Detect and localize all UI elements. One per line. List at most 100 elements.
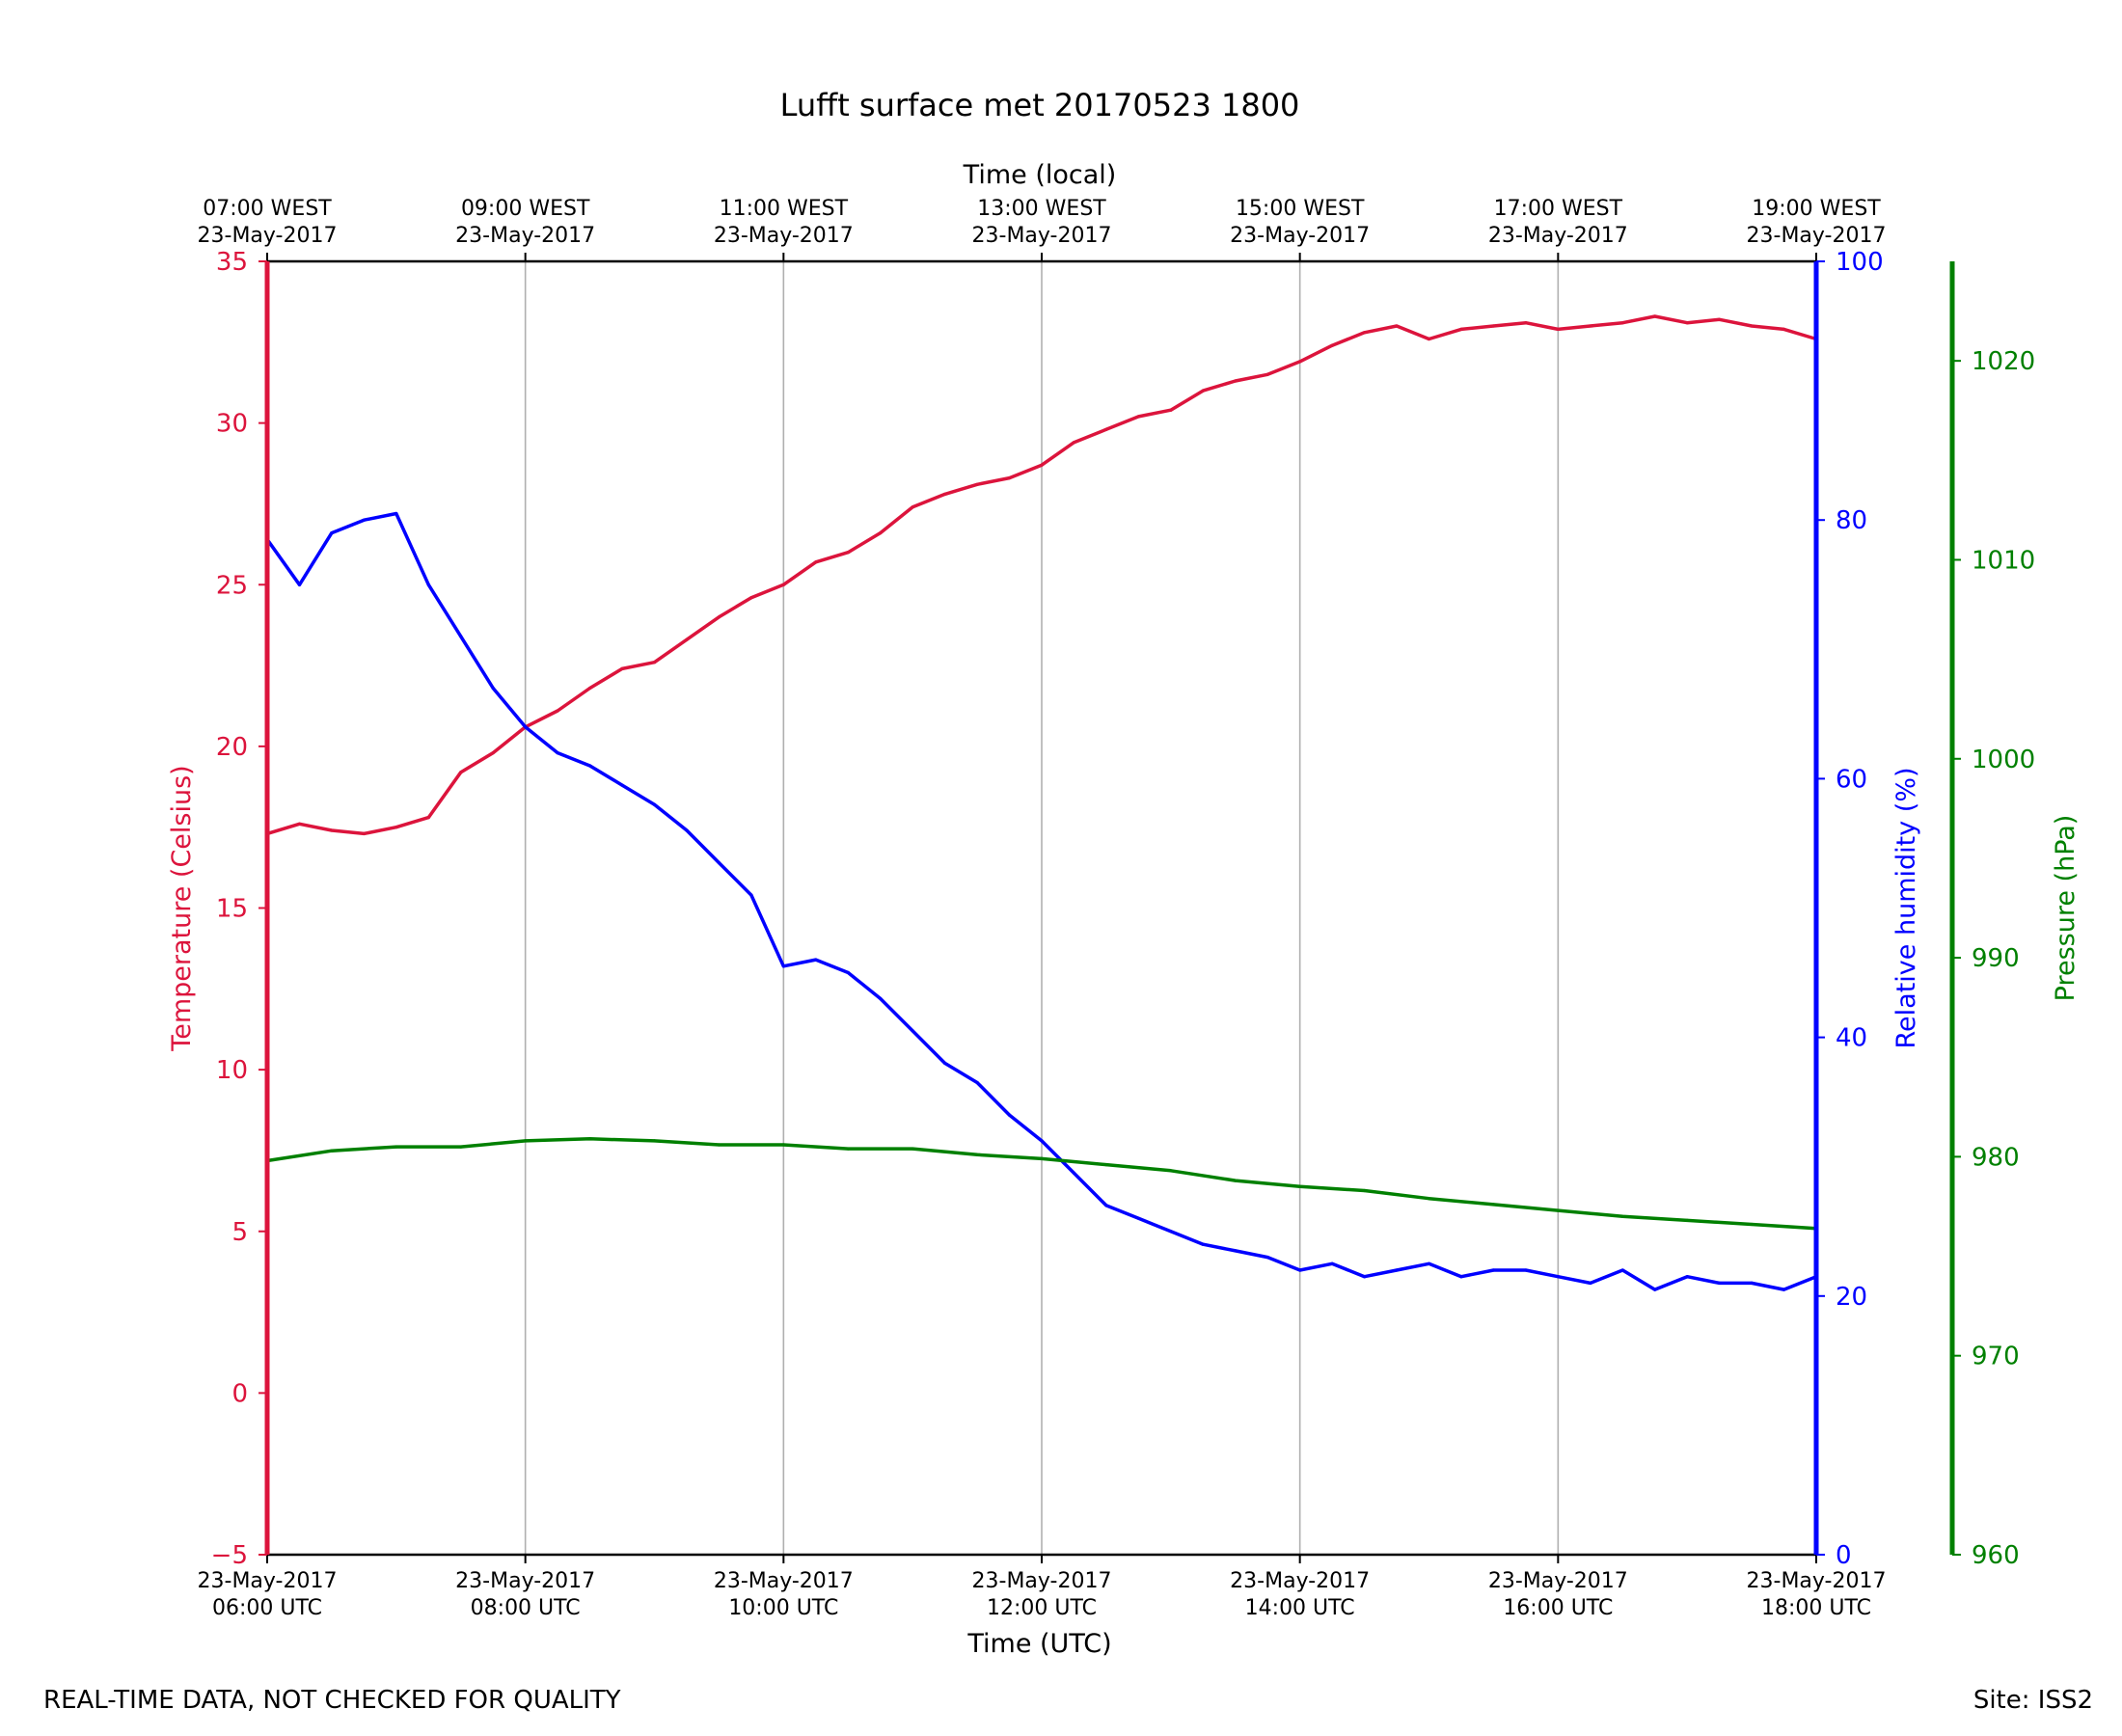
humidity-tick-label: 40 [1836,1024,1867,1053]
temperature-data-point [1750,324,1754,328]
humidity-data-point [524,725,528,729]
pressure-data-point [846,1147,850,1151]
temperature-data-point [685,637,689,641]
temperature-data-point [1136,415,1140,419]
top-x-tick-label: 23-May-2017 [1488,224,1628,248]
humidity-data-point [1556,1275,1560,1279]
top-x-tick-label: 09:00 WEST [461,197,590,221]
pressure-data-point [1685,1218,1689,1222]
temperature-data-point [1007,476,1012,480]
pressure-axis-label: Pressure (hPa) [2051,815,2081,1002]
temperature-data-point [1395,324,1399,328]
pressure-tick-label: 1020 [1972,347,2035,376]
grid-lines [524,261,1560,1555]
humidity-tick-label: 80 [1836,506,1867,535]
temperature-data-point [1459,327,1463,331]
pressure-data-point [1298,1184,1302,1188]
humidity-data-point [1620,1268,1624,1272]
humidity-tick-label: 100 [1836,248,1884,277]
humidity-data-point [1007,1113,1012,1117]
pressure-data-point [1363,1188,1367,1193]
humidity-data-point [362,518,366,522]
temperature-data-point [1782,327,1786,331]
temperature-data-point [1718,317,1722,321]
pressure-data-point [588,1137,592,1141]
temperature-data-point [1234,379,1238,383]
temperature-data-point [943,492,947,496]
x-tick-label: 23-May-2017 [455,1569,595,1593]
temperature-data-point [1556,327,1560,331]
humidity-data-point [1589,1281,1592,1285]
x-tick-label: 23-May-2017 [1230,1569,1370,1593]
temperature-data-point [1524,321,1528,325]
temperature-data-point [394,826,398,829]
top-x-tick-label: 23-May-2017 [1747,224,1887,248]
temperature-data-point [620,666,624,671]
pressure-data-point [1104,1163,1108,1167]
top-x-tick-label: 23-May-2017 [972,224,1112,248]
top-x-tick-label: 13:00 WEST [977,197,1106,221]
top-x-tick-label: 15:00 WEST [1236,197,1365,221]
humidity-data-point [1298,1268,1302,1272]
top-x-tick-label: 23-May-2017 [1230,224,1370,248]
humidity-data-point [1685,1275,1689,1279]
temperature-data-point [459,771,463,774]
pressure-tick-label: 980 [1972,1143,2020,1172]
pressure-data-point [1620,1214,1624,1218]
temperature-data-point [491,751,495,755]
humidity-data-point [1491,1268,1495,1272]
pressure-data-point [459,1145,463,1149]
humidity-data-point [1524,1268,1528,1272]
humidity-data-point [1234,1249,1238,1253]
pressure-data-point [1234,1179,1238,1182]
temperature-data-point [1265,372,1269,376]
humidity-data-point [1750,1281,1754,1285]
top-x-tick-label: 07:00 WEST [203,197,332,221]
humidity-data-point [1653,1288,1657,1291]
pressure-data-point [1169,1169,1173,1173]
humidity-tick-label: 20 [1836,1283,1867,1312]
temperature-data-point [879,531,883,535]
humidity-data-point [879,996,883,1000]
quality-disclaimer: REAL-TIME DATA, NOT CHECKED FOR QUALITY [43,1686,621,1715]
pressure-data-point [1040,1156,1044,1160]
top-x-tick-label: 11:00 WEST [720,197,849,221]
humidity-data-point [620,783,624,787]
temperature-tick-label: −5 [211,1541,248,1570]
pressure-data-point [652,1139,657,1143]
humidity-data-point [556,751,559,755]
humidity-data-point [1782,1288,1786,1291]
pressure-tick-label: 990 [1972,944,2020,973]
temperature-data-point [588,686,592,691]
temperature-tick-label: 15 [216,895,248,924]
pressure-data-point [330,1149,334,1153]
temperature-tick-label: 30 [216,410,248,439]
x-tick-label: 23-May-2017 [198,1569,338,1593]
top-x-tick-label: 17:00 WEST [1494,197,1623,221]
humidity-data-point [1363,1275,1367,1279]
pressure-data-point [1556,1208,1560,1212]
humidity-data-point [1427,1261,1431,1265]
temperature-data-point [330,828,334,832]
temperature-data-point [1620,321,1624,325]
temperature-data-point [1491,324,1495,328]
humidity-axis-label: Relative humidity (%) [1891,767,1921,1048]
temperature-data-point [297,822,302,826]
pressure-data-point [524,1139,528,1143]
humidity-data-point [1136,1216,1140,1220]
humidity-data-point [588,764,592,768]
temperature-data-point [1072,441,1076,445]
top-x-tick-label: 23-May-2017 [455,224,595,248]
pressure-tick-label: 970 [1972,1343,2020,1371]
temperature-data-point [911,505,914,509]
temperature-data-point [749,596,753,600]
top-x-axis-label: Time (local) [963,160,1117,190]
pressure-data-point [717,1143,721,1147]
x-tick-label: 23-May-2017 [1747,1569,1887,1593]
pressure-tick-label: 1000 [1972,746,2035,774]
chart-title: Lufft surface met 20170523 1800 [780,87,1300,123]
temperature-data-point [362,831,366,836]
x-tick-label: 10:00 UTC [728,1596,838,1620]
humidity-tick-label: 60 [1836,765,1867,794]
